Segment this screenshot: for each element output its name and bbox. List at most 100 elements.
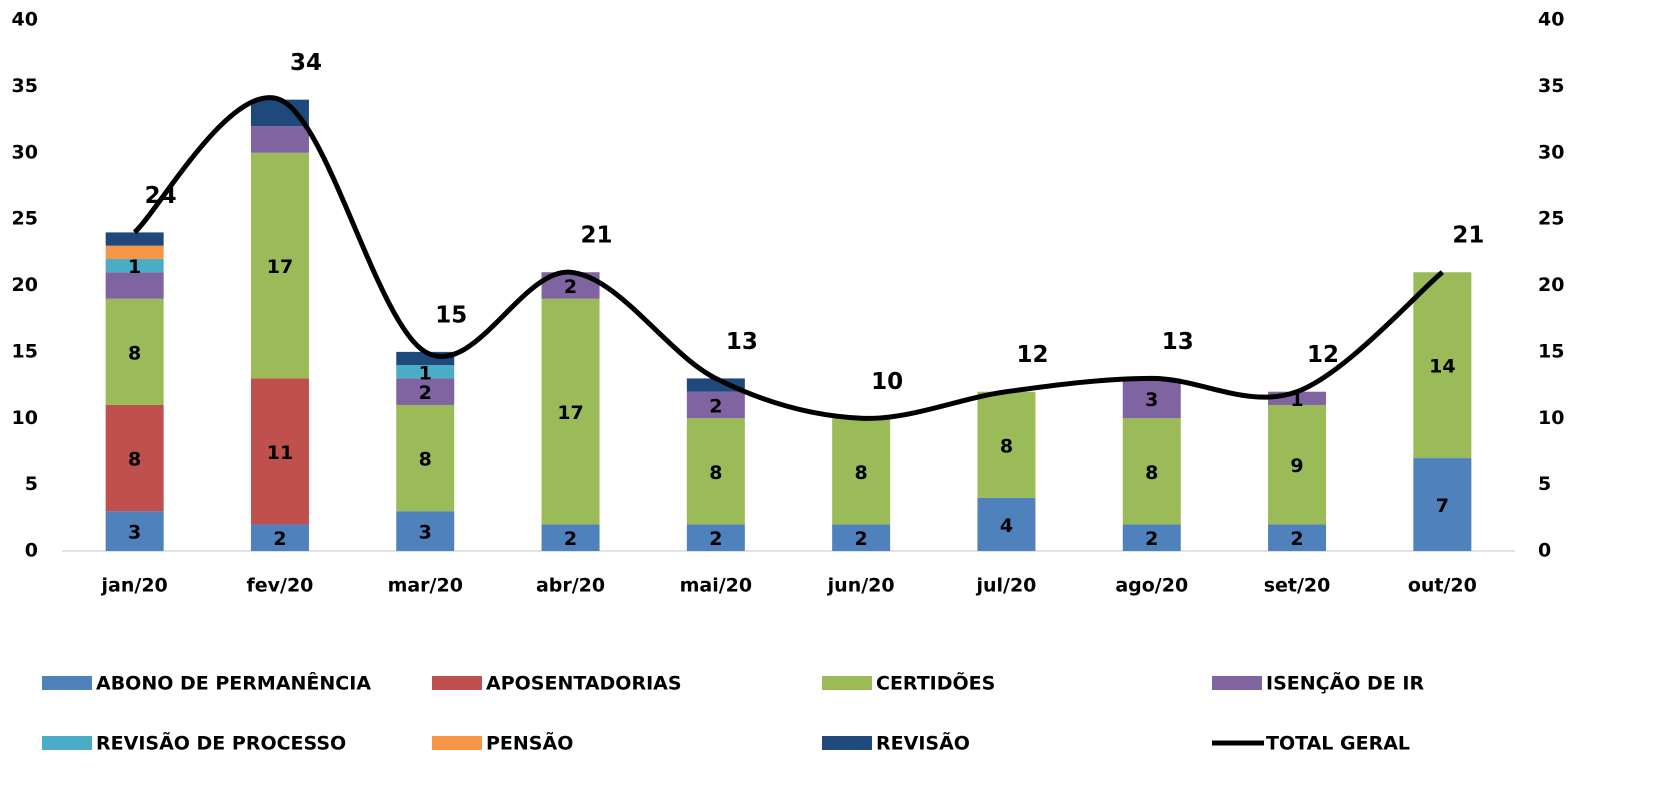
y-tick-label: 0	[25, 540, 38, 562]
bar-segment	[250, 99, 309, 127]
y-tick-label: 40	[12, 9, 38, 31]
y2-tick-label: 30	[1538, 141, 1564, 163]
data-label: 8	[128, 342, 141, 364]
total-label: 15	[435, 302, 467, 328]
bar-segment	[250, 378, 309, 525]
data-label: 2	[273, 528, 286, 550]
total-label: 10	[871, 369, 903, 395]
bar-segment	[105, 298, 164, 405]
data-label: 9	[1290, 455, 1303, 477]
y2-tick-label: 35	[1538, 75, 1564, 97]
bar-segment	[1268, 404, 1327, 525]
x-tick-label: abr/20	[536, 575, 605, 597]
total-label: 34	[290, 50, 322, 76]
bar-segment	[250, 524, 309, 551]
total-label: 12	[1016, 342, 1048, 368]
bar-segment	[541, 524, 600, 551]
bar-segment	[541, 298, 600, 525]
bar-segment	[250, 126, 309, 153]
total-label: 13	[726, 329, 758, 355]
data-label: 17	[557, 402, 583, 424]
legend-swatch	[432, 676, 482, 690]
data-label: 8	[419, 449, 432, 471]
data-label: 8	[128, 449, 141, 471]
data-label: 2	[709, 395, 722, 417]
bar-segment	[105, 404, 164, 512]
bar-segment	[1122, 418, 1181, 525]
x-tick-label: mai/20	[680, 575, 753, 597]
x-tick-label: ago/20	[1115, 575, 1188, 597]
data-label: 2	[855, 528, 868, 550]
y-tick-label: 35	[12, 75, 38, 97]
legend-swatch	[432, 736, 482, 750]
bar-segment	[1268, 524, 1327, 551]
data-label: 2	[419, 382, 432, 404]
data-label: 7	[1436, 495, 1449, 517]
bar-segment	[686, 524, 745, 551]
data-label: 4	[1000, 515, 1013, 537]
data-label: 14	[1429, 356, 1455, 378]
legend-label: PENSÃO	[486, 731, 573, 755]
legend-swatch	[1212, 676, 1262, 690]
bar-segment	[396, 404, 455, 512]
data-label: 2	[564, 276, 577, 298]
data-label: 8	[1145, 462, 1158, 484]
bar-segment	[977, 391, 1036, 498]
y2-tick-label: 40	[1538, 9, 1564, 31]
bar-segment	[396, 511, 455, 551]
data-label: 17	[267, 256, 293, 278]
y-tick-label: 5	[25, 473, 38, 495]
bar-segment	[686, 418, 745, 525]
bar-segment	[1122, 378, 1181, 419]
data-label: 8	[709, 462, 722, 484]
data-label: 3	[128, 522, 141, 544]
data-label: 8	[855, 462, 868, 484]
y2-tick-label: 10	[1538, 407, 1564, 429]
data-label: 11	[267, 442, 293, 464]
bar-segment	[105, 245, 164, 259]
x-tick-label: out/20	[1408, 575, 1477, 597]
data-label: 2	[564, 528, 577, 550]
data-label: 2	[1145, 528, 1158, 550]
total-label: 13	[1162, 329, 1194, 355]
x-tick-label: jun/20	[827, 575, 895, 597]
bar-segment	[105, 258, 164, 273]
legend-label: CERTIDÕES	[876, 671, 995, 695]
y-tick-label: 10	[12, 407, 38, 429]
y-tick-label: 30	[12, 141, 38, 163]
data-label: 2	[709, 528, 722, 550]
y-tick-label: 15	[12, 340, 38, 362]
legend-label: TOTAL GERAL	[1266, 733, 1410, 755]
legend-label: APOSENTADORIAS	[486, 673, 682, 695]
y2-tick-label: 5	[1538, 473, 1551, 495]
x-tick-label: jan/20	[101, 575, 168, 597]
bar-segment	[832, 418, 891, 525]
bar-segment	[396, 378, 455, 405]
data-label: 3	[1145, 389, 1158, 411]
bar-segment	[396, 365, 455, 379]
y2-tick-label: 0	[1538, 540, 1551, 562]
total-label: 24	[145, 183, 177, 209]
total-line	[132, 95, 1444, 421]
bar-segment	[105, 232, 164, 246]
bar-segment	[686, 378, 745, 392]
data-label: 2	[1290, 528, 1303, 550]
legend-label: REVISÃO	[876, 731, 970, 755]
data-label: 8	[1000, 435, 1013, 457]
legend-swatch	[822, 736, 872, 750]
y2-tick-label: 15	[1538, 340, 1564, 362]
data-label: 1	[128, 256, 141, 278]
bar-segment	[1122, 524, 1181, 551]
bar-segment	[686, 391, 745, 419]
legend-swatch	[822, 676, 872, 690]
bar-segment	[1413, 272, 1472, 459]
bar-segment	[105, 272, 164, 299]
legend-label: ABONO DE PERMANÊNCIA	[96, 672, 371, 695]
y2-tick-label: 20	[1538, 274, 1564, 296]
total-label: 12	[1307, 342, 1339, 368]
bar-segment	[977, 497, 1036, 551]
legend-label: ISENÇÃO DE IR	[1266, 671, 1424, 695]
legend-swatch	[42, 676, 92, 690]
bar-segment	[832, 524, 891, 551]
